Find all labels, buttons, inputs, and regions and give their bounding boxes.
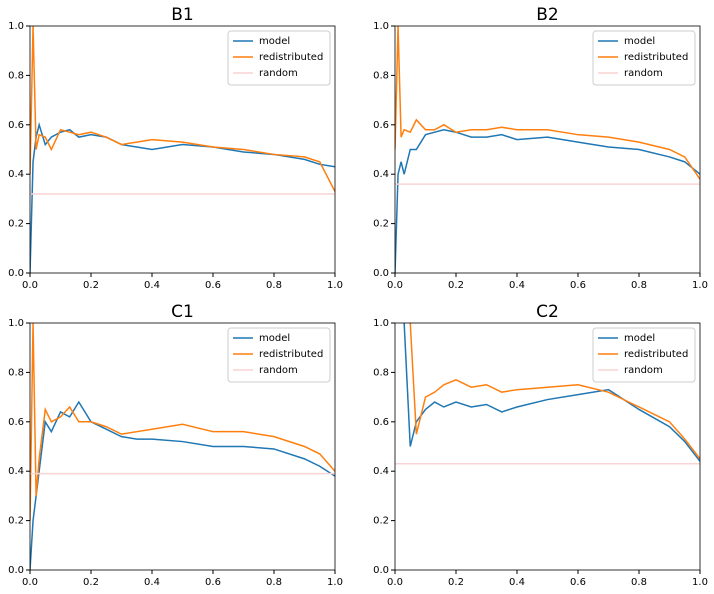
x-tick-label: 0.2 — [83, 577, 99, 588]
legend-box — [592, 327, 696, 383]
x-tick-label: 0.6 — [570, 577, 586, 588]
y-tick-label: 0.6 — [373, 120, 389, 131]
y-tick-label: 1.0 — [8, 21, 24, 32]
legend-label: random — [259, 68, 298, 79]
series-line — [30, 121, 335, 273]
legend-label: model — [624, 333, 655, 344]
x-tick-label: 0.6 — [570, 280, 586, 291]
x-tick-label: 0.4 — [509, 577, 525, 588]
y-tick-label: 0.8 — [8, 70, 24, 81]
x-tick-label: 0.0 — [387, 280, 403, 291]
legend-label: model — [259, 333, 290, 344]
y-tick-label: 0.4 — [373, 169, 389, 180]
y-tick-label: 0.2 — [373, 516, 389, 527]
axes-frame — [29, 25, 336, 274]
legend-label: redistributed — [259, 52, 323, 63]
legend-label: random — [259, 365, 298, 376]
legend-label: random — [624, 68, 663, 79]
x-tick-label: 0.8 — [631, 280, 647, 291]
x-tick-label: 1.0 — [327, 577, 343, 588]
x-tick-label: 0.0 — [22, 280, 38, 291]
y-tick-label: 0.2 — [8, 219, 24, 230]
axes-frame — [394, 322, 701, 571]
y-tick-label: 0.8 — [373, 367, 389, 378]
x-tick-label: 0.8 — [266, 577, 282, 588]
series-line — [409, 323, 700, 460]
chart-title: B1 — [171, 5, 193, 25]
legend-label: model — [259, 36, 290, 47]
x-tick-label: 1.0 — [327, 280, 343, 291]
y-tick-label: 0.0 — [8, 268, 24, 279]
y-tick-label: 0.4 — [373, 466, 389, 477]
legend-label: redistributed — [624, 349, 688, 360]
y-tick-label: 0.6 — [8, 120, 24, 131]
legend-box — [227, 30, 331, 86]
y-tick-label: 0.8 — [8, 367, 24, 378]
x-tick-label: 0.6 — [205, 577, 221, 588]
legend-label: model — [624, 36, 655, 47]
legend-box — [227, 327, 331, 383]
x-tick-label: 0.0 — [387, 577, 403, 588]
series-line — [403, 323, 700, 462]
x-tick-label: 0.2 — [448, 280, 464, 291]
y-tick-label: 0.0 — [8, 565, 24, 576]
chart-title: C1 — [171, 302, 194, 322]
series-line — [395, 26, 700, 180]
legend-label: redistributed — [624, 52, 688, 63]
y-tick-label: 1.0 — [373, 318, 389, 329]
x-tick-label: 1.0 — [692, 280, 708, 291]
y-tick-label: 0.6 — [8, 417, 24, 428]
x-tick-label: 0.2 — [83, 280, 99, 291]
x-tick-label: 1.0 — [692, 577, 708, 588]
y-tick-label: 0.0 — [373, 268, 389, 279]
x-tick-label: 0.4 — [509, 280, 525, 291]
x-tick-label: 0.4 — [144, 280, 160, 291]
y-tick-label: 0.2 — [8, 516, 24, 527]
x-tick-label: 0.8 — [631, 577, 647, 588]
chart-title: C2 — [536, 302, 559, 322]
series-line — [395, 128, 700, 273]
y-tick-label: 0.0 — [373, 565, 389, 576]
x-tick-label: 0.8 — [266, 280, 282, 291]
legend-label: redistributed — [259, 349, 323, 360]
series-line — [30, 400, 335, 570]
x-tick-label: 0.0 — [22, 577, 38, 588]
y-tick-label: 0.4 — [8, 466, 24, 477]
x-tick-label: 0.4 — [144, 577, 160, 588]
legend-box — [592, 30, 696, 86]
axes-frame — [394, 25, 701, 274]
x-tick-label: 0.2 — [448, 577, 464, 588]
y-tick-label: 0.2 — [373, 219, 389, 230]
legend-label: random — [624, 365, 663, 376]
series-line — [30, 323, 335, 521]
chart-title: B2 — [536, 5, 558, 25]
y-tick-label: 0.8 — [373, 70, 389, 81]
y-tick-label: 0.6 — [373, 417, 389, 428]
x-tick-label: 0.6 — [205, 280, 221, 291]
series-line — [30, 26, 335, 192]
axes-frame — [29, 322, 336, 571]
y-tick-label: 1.0 — [8, 318, 24, 329]
y-tick-label: 0.4 — [8, 169, 24, 180]
y-tick-label: 1.0 — [373, 21, 389, 32]
